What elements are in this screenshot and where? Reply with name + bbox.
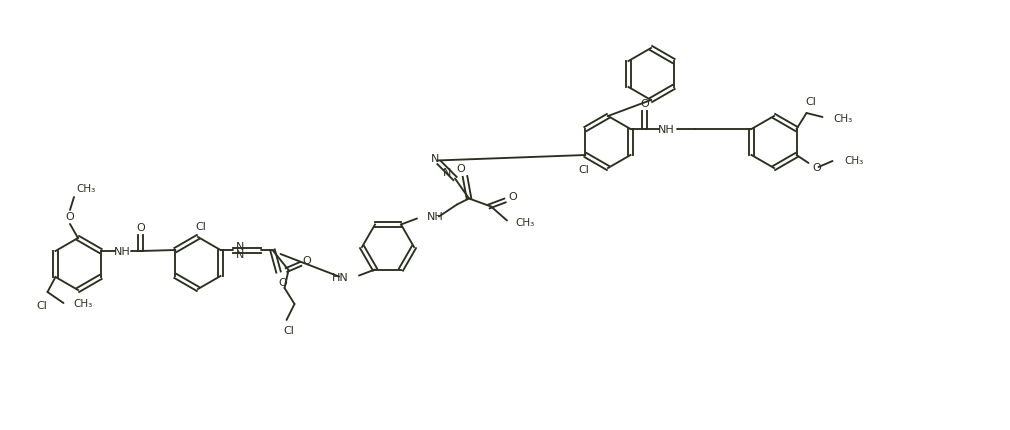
Text: Cl: Cl bbox=[196, 221, 206, 231]
Text: O: O bbox=[136, 222, 144, 233]
Text: Cl: Cl bbox=[283, 325, 294, 335]
Text: O: O bbox=[812, 163, 821, 172]
Text: O: O bbox=[278, 277, 287, 287]
Text: CH₃: CH₃ bbox=[833, 114, 852, 124]
Text: O: O bbox=[640, 99, 648, 109]
Text: NH: NH bbox=[427, 212, 443, 222]
Text: O: O bbox=[457, 164, 466, 174]
Text: NH: NH bbox=[659, 125, 675, 135]
Text: N: N bbox=[236, 241, 244, 252]
Text: N: N bbox=[431, 154, 439, 164]
Text: CH₃: CH₃ bbox=[76, 184, 95, 194]
Text: Cl: Cl bbox=[578, 165, 589, 175]
Text: N: N bbox=[236, 249, 244, 259]
Text: O: O bbox=[66, 212, 75, 221]
Text: NH: NH bbox=[114, 246, 131, 256]
Text: O: O bbox=[302, 255, 311, 265]
Text: HN: HN bbox=[332, 272, 349, 282]
Text: Cl: Cl bbox=[805, 97, 816, 107]
Text: O: O bbox=[509, 192, 517, 202]
Text: Cl: Cl bbox=[36, 300, 46, 310]
Text: CH₃: CH₃ bbox=[515, 218, 534, 228]
Text: CH₃: CH₃ bbox=[844, 156, 864, 166]
Text: CH₃: CH₃ bbox=[74, 298, 93, 308]
Text: N: N bbox=[442, 168, 451, 178]
